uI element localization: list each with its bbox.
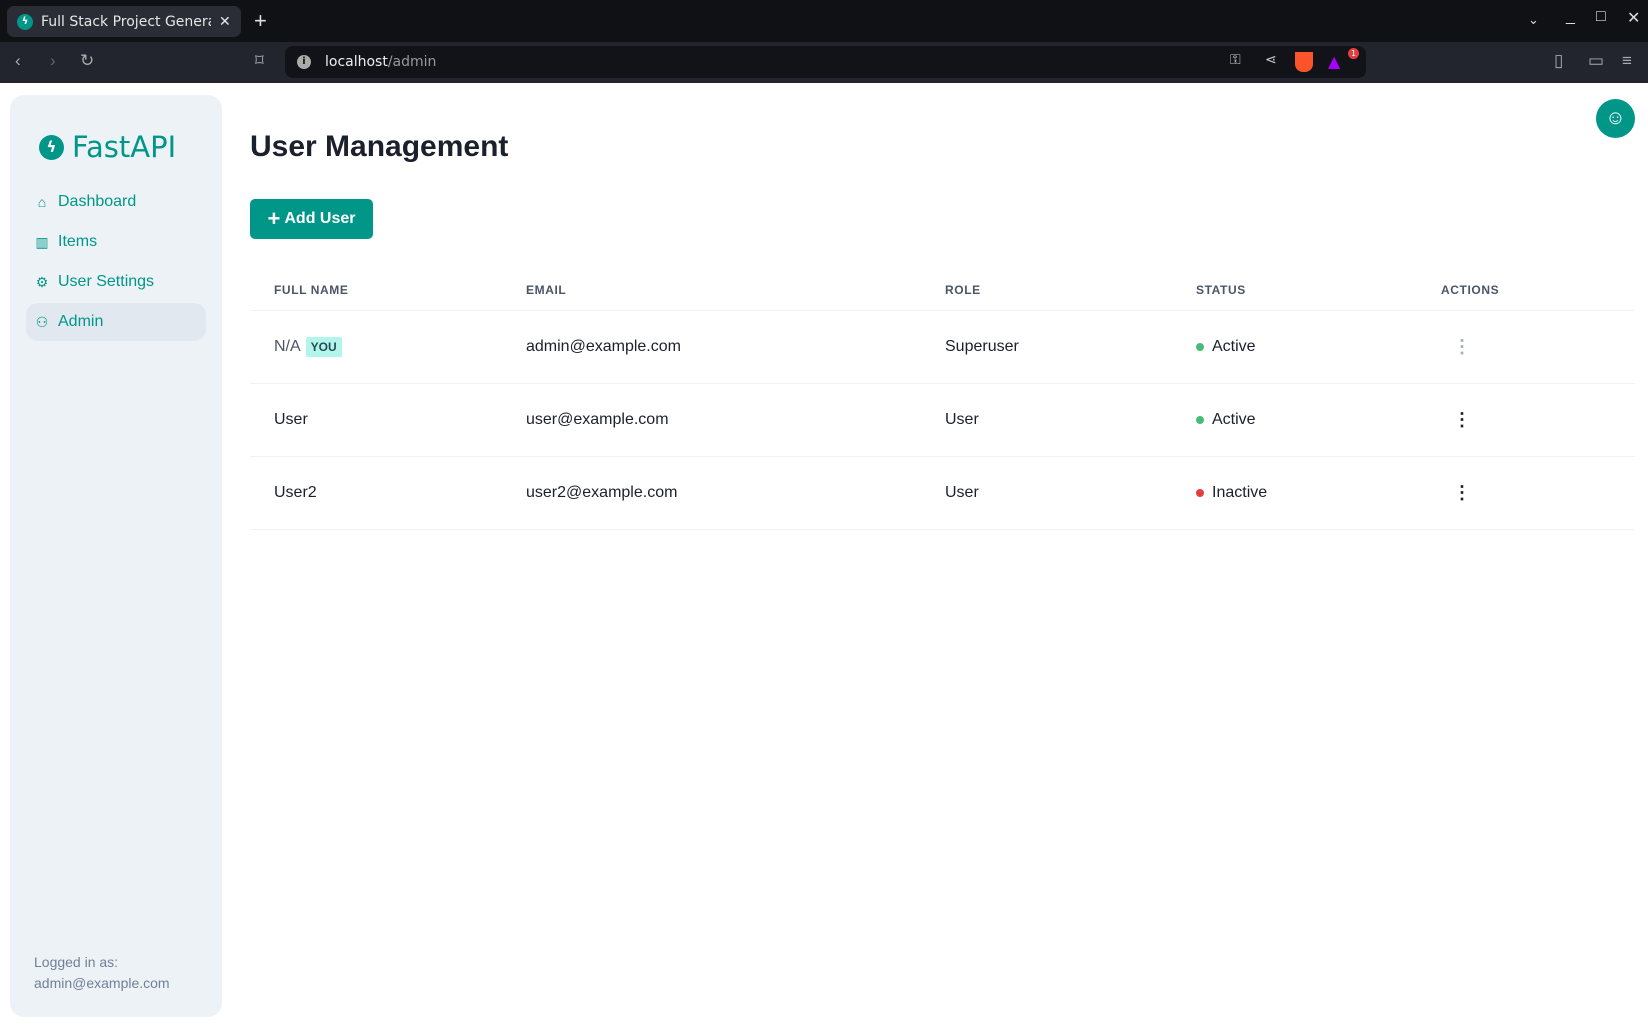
reload-icon[interactable]: ↻ bbox=[80, 51, 95, 70]
wallet-icon[interactable]: ▭ bbox=[1588, 51, 1605, 70]
full-name: N/A bbox=[274, 338, 301, 355]
fastapi-favicon-icon: ϟ bbox=[17, 13, 33, 30]
status-cell: Inactive bbox=[1196, 484, 1267, 502]
sidebar-item-dashboard[interactable]: ⌂ Dashboard bbox=[26, 183, 206, 221]
table-row: User user@example.com User Active ⋮ bbox=[250, 384, 1635, 457]
users-table: FULL NAME EMAIL ROLE STATUS ACTIONS N/A Y… bbox=[250, 270, 1635, 530]
table-row: User2 user2@example.com User Inactive ⋮ bbox=[250, 457, 1635, 530]
email-cell: user@example.com bbox=[526, 411, 669, 428]
fastapi-logo[interactable]: ϟ FastAPI bbox=[39, 130, 176, 164]
key-icon[interactable]: ⚿ bbox=[1230, 52, 1241, 68]
sidebar-item-label: Dashboard bbox=[58, 193, 137, 210]
close-tab-icon[interactable]: ✕ bbox=[219, 13, 231, 30]
brave-rewards-icon[interactable]: ▲ bbox=[1328, 52, 1341, 71]
url-host: localhost bbox=[325, 54, 388, 70]
status-cell: Active bbox=[1196, 411, 1256, 429]
email-cell: admin@example.com bbox=[526, 338, 681, 355]
user-menu-avatar[interactable]: ☺ bbox=[1596, 99, 1635, 138]
browser-tab-bar: ϟ Full Stack Project Generator ✕ + ⌄ _ □… bbox=[0, 0, 1648, 42]
sidebar bbox=[10, 95, 222, 1017]
status-dot bbox=[1196, 416, 1204, 424]
full-name-cell: User2 bbox=[274, 484, 317, 501]
new-tab-icon[interactable]: + bbox=[254, 8, 267, 33]
sidebar-item-label: Admin bbox=[58, 313, 104, 330]
table-header: FULL NAME EMAIL ROLE STATUS ACTIONS bbox=[250, 270, 1635, 311]
row-actions-kebab-icon: ⋮ bbox=[1453, 336, 1471, 357]
status-label: Active bbox=[1212, 411, 1256, 428]
share-icon[interactable]: ⋖ bbox=[1265, 52, 1277, 68]
minimize-icon[interactable]: _ bbox=[1566, 8, 1575, 25]
column-header-status: STATUS bbox=[1196, 283, 1246, 297]
close-window-icon[interactable]: ✕ bbox=[1627, 10, 1641, 27]
role-cell: User bbox=[945, 484, 979, 501]
url-path: /admin bbox=[387, 54, 437, 70]
status-dot bbox=[1196, 489, 1204, 497]
status-label: Inactive bbox=[1212, 484, 1268, 501]
notification-badge: 1 bbox=[1348, 48, 1359, 59]
page-title: User Management bbox=[250, 130, 509, 163]
address-bar[interactable]: i localhost/admin ⚿ ⋖ ▲ 1 bbox=[285, 46, 1366, 78]
you-badge: YOU bbox=[305, 337, 342, 357]
full-name-cell: User bbox=[274, 411, 308, 428]
status-cell: Active bbox=[1196, 338, 1256, 356]
menu-icon[interactable]: ≡ bbox=[1622, 51, 1632, 70]
sidebar-item-label: User Settings bbox=[58, 273, 155, 290]
email-cell: user2@example.com bbox=[526, 484, 678, 501]
sidebar-item-label: Items bbox=[58, 233, 98, 250]
bookmark-icon[interactable]: ⌑ bbox=[255, 51, 264, 70]
role-cell: User bbox=[945, 411, 979, 428]
role-cell: Superuser bbox=[945, 338, 1019, 355]
row-actions-kebab-icon[interactable]: ⋮ bbox=[1453, 409, 1471, 430]
column-header-actions: ACTIONS bbox=[1441, 283, 1500, 297]
plus-icon: + bbox=[267, 206, 281, 231]
gear-icon: ⚙ bbox=[35, 273, 49, 290]
logged-in-email: admin@example.com bbox=[34, 975, 170, 991]
status-dot bbox=[1196, 343, 1204, 351]
forward-icon[interactable]: › bbox=[50, 51, 56, 70]
column-header-full-name: FULL NAME bbox=[274, 283, 349, 297]
sidebar-item-items[interactable]: ▥ Items bbox=[26, 223, 206, 261]
maximize-icon[interactable]: □ bbox=[1596, 8, 1606, 25]
tab-list-chevron-icon[interactable]: ⌄ bbox=[1528, 12, 1539, 27]
add-user-button[interactable]: + Add User bbox=[250, 199, 373, 239]
logo-text: FastAPI bbox=[72, 130, 177, 164]
site-info-icon[interactable]: i bbox=[297, 55, 311, 69]
sidebar-toggle-icon[interactable]: ▯ bbox=[1554, 51, 1564, 70]
column-header-email: EMAIL bbox=[526, 283, 567, 297]
fastapi-logo-icon: ϟ bbox=[39, 134, 64, 160]
logged-in-label: Logged in as: bbox=[34, 954, 119, 970]
browser-tab[interactable]: ϟ Full Stack Project Generator ✕ bbox=[7, 6, 241, 37]
table-row: N/A YOU admin@example.com Superuser Activ… bbox=[250, 311, 1635, 384]
browser-toolbar: ‹ › ↻ ⌑ i localhost/admin ⚿ ⋖ ▲ 1 ▯ ▭ ≡ bbox=[0, 42, 1648, 83]
brave-shield-icon[interactable] bbox=[1295, 52, 1313, 72]
tab-title: Full Stack Project Generator bbox=[41, 13, 211, 30]
logged-in-info: Logged in as: admin@example.com bbox=[34, 952, 170, 994]
home-icon: ⌂ bbox=[37, 194, 47, 210]
column-header-role: ROLE bbox=[945, 283, 981, 297]
add-user-label: Add User bbox=[284, 210, 356, 227]
briefcase-icon: ▥ bbox=[35, 233, 49, 250]
back-icon[interactable]: ‹ bbox=[15, 51, 21, 70]
sidebar-item-user-settings[interactable]: ⚙ User Settings bbox=[26, 263, 206, 301]
user-avatar-icon: ☺ bbox=[1605, 107, 1626, 129]
row-actions-kebab-icon[interactable]: ⋮ bbox=[1453, 482, 1471, 503]
status-label: Active bbox=[1212, 338, 1256, 355]
full-name-cell: N/A YOU bbox=[274, 337, 342, 357]
users-icon: ⚇ bbox=[35, 313, 49, 330]
sidebar-item-admin[interactable]: ⚇ Admin bbox=[26, 303, 206, 341]
